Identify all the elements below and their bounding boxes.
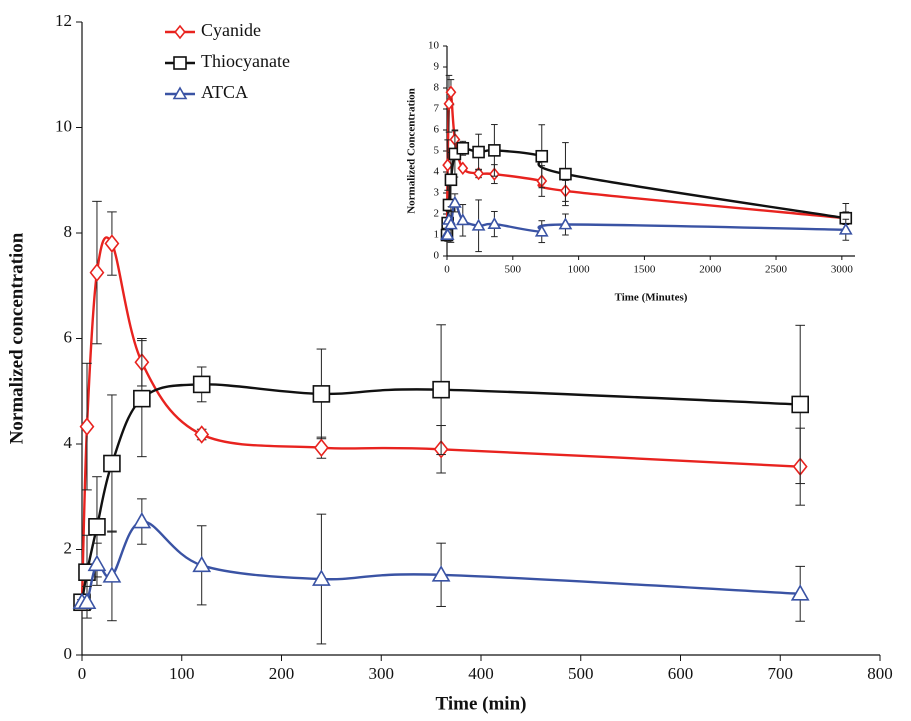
marker: [312, 569, 331, 586]
y-tick-label: 10: [428, 40, 440, 52]
marker: [172, 86, 188, 100]
x-tick-label: 700: [768, 664, 794, 683]
x-tick-label: 500: [505, 264, 522, 276]
x-tick-label: 500: [568, 664, 594, 683]
marker: [89, 263, 105, 282]
marker: [558, 217, 573, 230]
marker: [77, 592, 97, 610]
y-tick-label: 1: [434, 229, 440, 241]
series-line: [81, 520, 801, 607]
x-tick-label: 100: [169, 664, 195, 683]
y-tick-label: 7: [434, 103, 440, 115]
series-line: [80, 383, 801, 603]
marker: [87, 554, 107, 572]
marker: [443, 96, 455, 111]
marker: [535, 149, 549, 163]
y-axis-label: Normalized Concentration: [406, 88, 418, 214]
plot-background: [397, 6, 860, 316]
marker: [444, 173, 458, 187]
y-tick-label: 2: [434, 208, 440, 220]
marker: [440, 227, 455, 240]
y-tick-label: 5: [434, 145, 440, 157]
x-axis-label: Time (Minutes): [615, 292, 688, 304]
marker: [444, 217, 458, 230]
marker: [194, 425, 210, 444]
marker: [431, 565, 451, 582]
legend-label: Thiocyanate: [201, 51, 290, 71]
marker: [790, 584, 810, 601]
marker: [313, 438, 329, 457]
marker: [559, 167, 572, 181]
y-axis-label: Normalized concentration: [6, 232, 27, 444]
x-tick-label: 2000: [699, 264, 722, 276]
marker: [132, 511, 152, 529]
y-tick-label: 4: [64, 433, 73, 452]
marker: [192, 375, 211, 394]
legend-label: Cyanide: [201, 20, 261, 40]
marker: [488, 144, 501, 157]
x-axis-label: Time (min): [436, 693, 527, 714]
marker: [133, 389, 151, 408]
x-tick-label: 0: [444, 264, 450, 276]
legend-label: ATCA: [201, 82, 248, 102]
marker: [312, 385, 331, 403]
x-tick-label: 600: [668, 664, 694, 683]
marker: [472, 145, 485, 159]
y-tick-label: 12: [55, 11, 72, 30]
x-tick-label: 200: [269, 664, 295, 683]
y-tick-label: 10: [55, 116, 72, 135]
x-tick-label: 2500: [765, 264, 788, 276]
series-line: [80, 236, 801, 603]
y-tick-label: 8: [434, 82, 440, 94]
marker: [473, 166, 485, 181]
y-tick-label: 0: [64, 644, 73, 663]
marker: [456, 141, 470, 155]
y-tick-label: 0: [434, 250, 440, 262]
y-tick-label: 6: [64, 327, 73, 346]
y-tick-label: 4: [434, 166, 440, 178]
marker: [448, 195, 462, 208]
plot: 0 1 2 3 4 5 6 7 8 9 10 0 500 1000 1500 2000 2500 3000 Time…: [397, 6, 860, 316]
x-tick-label: 400: [468, 664, 494, 683]
marker: [445, 85, 457, 99]
x-tick-label: 800: [867, 664, 893, 683]
marker: [79, 417, 95, 436]
marker: [104, 234, 120, 253]
marker: [432, 380, 450, 399]
marker: [102, 566, 122, 583]
y-tick-label: 9: [434, 61, 440, 73]
x-tick-label: 1000: [568, 264, 591, 276]
y-tick-label: 8: [64, 222, 73, 241]
y-tick-label: 3: [434, 187, 440, 199]
marker: [88, 518, 106, 536]
x-tick-label: 0: [78, 664, 87, 683]
marker: [838, 222, 853, 235]
marker: [173, 56, 187, 70]
marker: [791, 395, 810, 414]
marker: [534, 224, 549, 237]
marker: [471, 218, 486, 231]
marker: [457, 161, 469, 176]
marker: [487, 216, 502, 230]
x-tick-label: 3000: [831, 264, 854, 276]
y-tick-label: 6: [434, 124, 440, 136]
marker: [192, 555, 212, 573]
marker: [174, 24, 186, 40]
marker: [103, 454, 121, 473]
x-tick-label: 300: [369, 664, 395, 683]
marker: [455, 213, 470, 226]
y-tick-label: 2: [64, 538, 73, 557]
x-tick-label: 1500: [633, 264, 656, 276]
